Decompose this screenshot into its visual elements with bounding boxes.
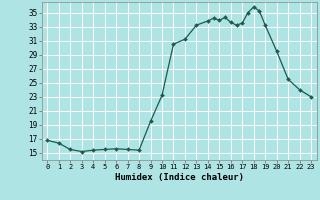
X-axis label: Humidex (Indice chaleur): Humidex (Indice chaleur) — [115, 173, 244, 182]
